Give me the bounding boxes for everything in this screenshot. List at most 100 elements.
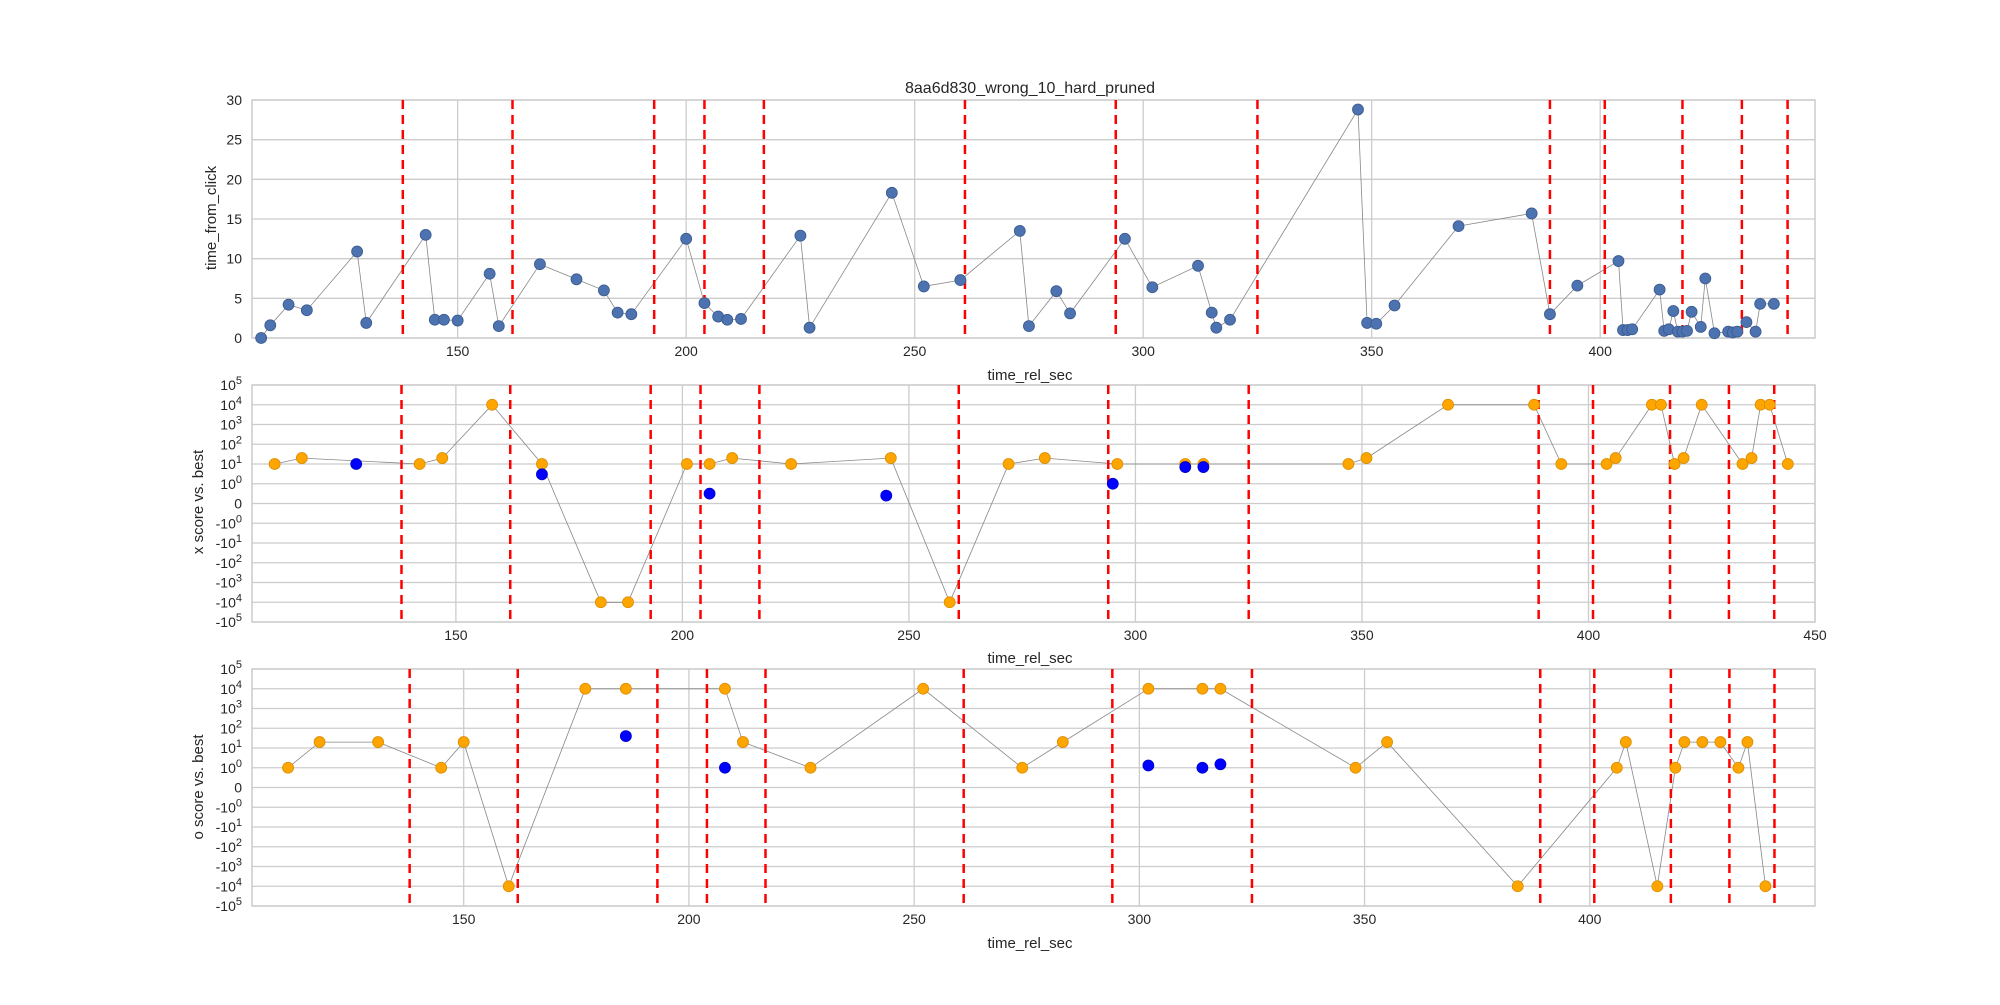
data-point [726,452,739,464]
data-point [1056,736,1069,748]
data-point [611,306,624,319]
data-point [785,458,798,470]
data-point [1694,320,1707,333]
data-point [413,458,426,470]
y-tick-label: 105 [220,659,242,677]
chart-title: 8aa6d830_wrong_10_hard_pruned [905,80,1155,97]
x-tick-label: 250 [897,627,921,643]
data-point [536,458,548,470]
data-point [625,308,638,321]
data-point [880,489,893,502]
data-point [1651,880,1664,893]
data-point [804,761,817,774]
y-tick-label: 103 [220,415,242,433]
data-point [534,258,546,271]
data-point [1142,682,1155,695]
y-tick-label: 0 [234,780,242,796]
data-point [1050,285,1063,298]
data-point [1740,316,1753,329]
y-tick-label: 30 [226,92,242,108]
data-point [1767,297,1780,310]
data-point [1210,321,1223,334]
data-point [1525,207,1538,220]
data-point [1511,880,1524,893]
data-point [1192,259,1204,272]
data-point [1699,272,1712,285]
data-point [794,229,807,242]
data-point [492,320,505,333]
y-tick-label: -105 [216,612,242,630]
data-point [1678,736,1691,748]
x-axis-label-bottom: time_rel_sec [987,935,1073,952]
data-point [1388,299,1401,312]
data-point [483,267,496,280]
y-tick-label: 104 [220,679,242,697]
data-point [282,298,295,311]
data-point [1197,461,1210,473]
x-axis-label-top: time_rel_sec [987,367,1073,384]
data-point [282,761,294,774]
x-tick-label: 350 [1353,911,1377,927]
data-point [1667,305,1680,317]
y-tick-label: -104 [216,876,242,894]
data-point [457,736,470,748]
data-point [1452,220,1465,233]
x-tick-label: 300 [1132,343,1156,359]
data-point [1352,103,1364,116]
y-tick-label: 105 [220,375,242,393]
data-point [1619,736,1632,748]
data-point [313,736,326,748]
data-point [698,297,711,309]
y-tick-label: -102 [216,837,242,855]
x-tick-label: 400 [1589,343,1613,359]
plot-area [282,669,1776,906]
data-point [435,761,448,774]
y-axis-label-bottom: o score vs. best [190,734,207,840]
data-point [1106,477,1119,490]
x-tick-label: 200 [677,911,701,927]
x-axis-label-middle: time_rel_sec [987,650,1073,667]
data-point [1749,325,1762,338]
data-point [719,682,731,695]
data-point [1571,279,1584,292]
data-point [703,458,716,470]
x-tick-label: 350 [1350,627,1374,643]
x-tick-label: 200 [671,627,695,643]
x-tick-label: 150 [444,627,468,643]
data-point [1732,761,1745,774]
data-point [1708,327,1721,340]
y-tick-label: -100 [216,513,242,531]
data-point [885,186,898,199]
data-point [486,398,499,411]
data-point [1214,758,1227,771]
data-point [1763,398,1776,411]
data-point [1668,458,1681,470]
y-tick-label: 20 [226,171,242,187]
data-point [1759,880,1772,893]
data-point [350,458,363,470]
x-tick-label: 250 [902,911,926,927]
data-point [619,730,632,743]
data-point [438,313,450,326]
data-point [1714,736,1727,748]
data-point [721,313,734,326]
y-tick-label: 0 [234,330,242,346]
y-tick-label: -105 [216,896,242,914]
y-tick-label: 100 [220,758,242,776]
y-tick-label: -100 [216,797,242,815]
data-point [372,736,385,748]
data-point [579,682,592,695]
data-point [1205,306,1218,319]
y-tick-label: -103 [216,857,242,875]
data-point [1038,452,1051,464]
x-tick-label: 150 [446,343,470,359]
data-point [1655,398,1667,411]
data-point [1214,682,1227,695]
series-line-0 [260,108,1774,339]
data-point [1696,736,1709,748]
data-point [1741,736,1754,748]
data-point [1442,398,1454,411]
data-point [536,468,548,481]
